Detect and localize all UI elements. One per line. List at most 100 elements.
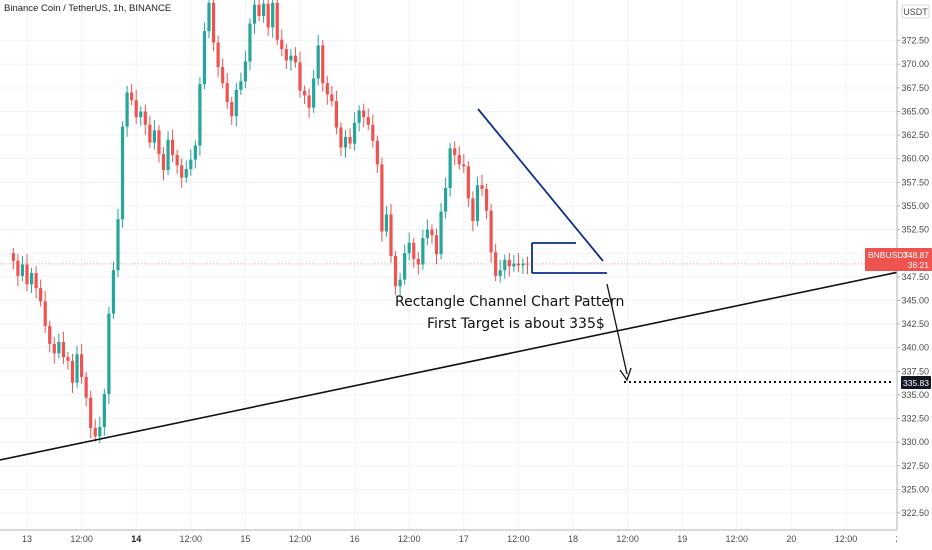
candle[interactable] — [498, 259, 502, 283]
candle[interactable] — [111, 261, 116, 319]
candle[interactable] — [202, 22, 207, 90]
candle[interactable] — [307, 88, 311, 118]
candle[interactable] — [353, 112, 357, 151]
candle[interactable] — [521, 258, 525, 275]
candle[interactable] — [366, 108, 370, 130]
projection-arrow-line[interactable] — [606, 283, 628, 375]
candle[interactable] — [89, 390, 93, 439]
candle[interactable] — [430, 224, 434, 244]
candle[interactable] — [157, 125, 161, 163]
candle[interactable] — [189, 149, 193, 177]
candle[interactable] — [216, 35, 220, 78]
candle[interactable] — [180, 158, 184, 188]
candle[interactable] — [139, 106, 143, 126]
candle[interactable] — [211, 0, 216, 52]
candle[interactable] — [302, 85, 307, 105]
currency-label-box[interactable] — [901, 4, 930, 19]
candle[interactable] — [412, 237, 416, 268]
candle[interactable] — [143, 104, 147, 136]
candle[interactable] — [234, 82, 238, 127]
candle[interactable] — [489, 203, 493, 263]
candle[interactable] — [380, 157, 384, 242]
candle[interactable] — [75, 345, 79, 388]
candle[interactable] — [134, 89, 138, 125]
candle[interactable] — [120, 121, 125, 228]
candle[interactable] — [444, 177, 448, 219]
candle[interactable] — [448, 143, 452, 197]
drawings[interactable] — [0, 108, 932, 461]
candle[interactable] — [152, 120, 156, 150]
candle[interactable] — [166, 131, 170, 176]
candle[interactable] — [389, 204, 393, 263]
candle[interactable] — [512, 254, 516, 272]
candle[interactable] — [57, 333, 61, 359]
candle[interactable] — [466, 161, 470, 207]
candle[interactable] — [407, 232, 411, 261]
candle[interactable] — [93, 419, 97, 442]
candle[interactable] — [193, 140, 197, 169]
candle[interactable] — [102, 388, 106, 436]
long-term-support-trendline[interactable] — [0, 264, 932, 461]
candle[interactable] — [516, 253, 520, 273]
candle[interactable] — [243, 51, 247, 89]
candle[interactable] — [357, 105, 361, 132]
candle[interactable] — [375, 135, 379, 173]
candle[interactable] — [252, 0, 257, 34]
candle[interactable] — [161, 147, 166, 181]
candle[interactable] — [325, 76, 329, 105]
candle[interactable] — [362, 103, 366, 128]
candle[interactable] — [48, 320, 52, 353]
candle[interactable] — [70, 353, 75, 393]
candle[interactable] — [330, 85, 334, 107]
candle[interactable] — [20, 255, 25, 282]
candle[interactable] — [462, 154, 466, 174]
candle[interactable] — [34, 266, 38, 299]
candle[interactable] — [29, 267, 34, 293]
candle[interactable] — [230, 96, 234, 125]
candle[interactable] — [43, 291, 47, 333]
candle[interactable] — [171, 129, 175, 162]
time-axis-background[interactable] — [0, 530, 897, 550]
candlestick-series[interactable] — [11, 0, 530, 444]
candle[interactable] — [271, 0, 275, 38]
candle[interactable] — [80, 343, 84, 384]
candle[interactable] — [116, 208, 120, 278]
candle[interactable] — [457, 146, 461, 170]
candle[interactable] — [316, 35, 320, 86]
candle[interactable] — [471, 191, 475, 232]
candle[interactable] — [384, 205, 389, 237]
candle[interactable] — [494, 243, 498, 282]
candle[interactable] — [207, 0, 211, 39]
candle[interactable] — [398, 272, 402, 297]
candle[interactable] — [434, 228, 439, 265]
candle[interactable] — [221, 58, 225, 89]
candle[interactable] — [125, 85, 129, 137]
candle[interactable] — [25, 254, 29, 292]
candle[interactable] — [289, 48, 293, 71]
candle[interactable] — [225, 72, 229, 109]
candle[interactable] — [148, 116, 152, 148]
candle[interactable] — [525, 256, 530, 275]
candle[interactable] — [348, 128, 352, 149]
candle[interactable] — [257, 0, 261, 22]
candle[interactable] — [61, 331, 65, 365]
candle[interactable] — [403, 244, 407, 285]
candle[interactable] — [393, 250, 398, 295]
candle[interactable] — [439, 203, 443, 260]
candle[interactable] — [107, 306, 111, 405]
candle[interactable] — [484, 183, 489, 220]
candle[interactable] — [453, 141, 457, 166]
candle[interactable] — [284, 43, 288, 70]
candle[interactable] — [275, 0, 279, 45]
candle[interactable] — [184, 160, 188, 183]
candle[interactable] — [280, 29, 284, 57]
candle[interactable] — [239, 72, 243, 95]
candle[interactable] — [248, 18, 252, 71]
candle[interactable] — [421, 229, 425, 270]
candle[interactable] — [321, 40, 325, 92]
candle[interactable] — [298, 52, 302, 98]
candle[interactable] — [371, 114, 375, 148]
candle[interactable] — [66, 351, 70, 370]
candle[interactable] — [480, 174, 484, 196]
